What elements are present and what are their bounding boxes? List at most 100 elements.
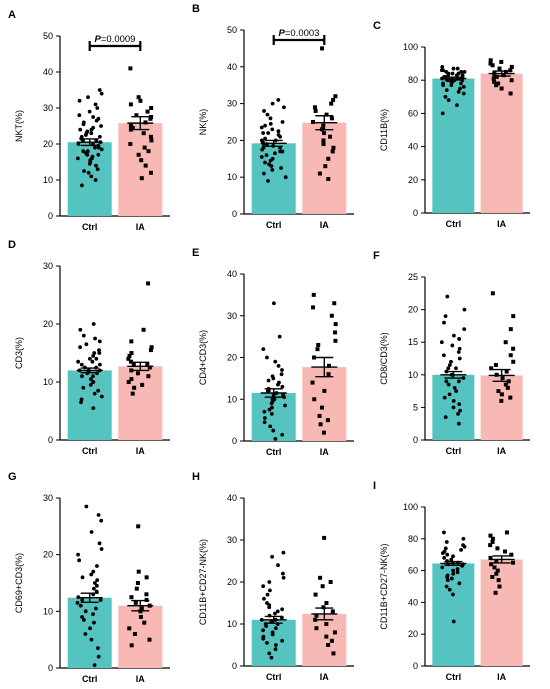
data-point-ia bbox=[126, 380, 131, 384]
data-point-ctrl bbox=[97, 88, 102, 92]
data-point-ctrl bbox=[263, 123, 267, 128]
data-point-ia bbox=[313, 108, 318, 113]
data-point-ctrl bbox=[273, 359, 278, 364]
data-point-ia bbox=[328, 580, 333, 584]
data-point-ctrl bbox=[96, 152, 101, 157]
data-point-ctrl bbox=[443, 314, 448, 319]
data-point-ia bbox=[511, 346, 516, 351]
data-point-ctrl bbox=[449, 359, 453, 364]
data-point-ia bbox=[494, 559, 499, 564]
data-point-ctrl bbox=[85, 129, 90, 134]
panel-letter: I bbox=[373, 480, 376, 492]
data-point-ia bbox=[146, 374, 151, 379]
data-point-ctrl bbox=[94, 583, 99, 588]
data-point-ctrl bbox=[91, 354, 96, 358]
x-tick-label: Ctrl bbox=[446, 219, 462, 229]
data-point-ctrl bbox=[455, 567, 460, 571]
data-point-ctrl bbox=[447, 363, 452, 367]
y-axis-label: CD11B(%) bbox=[379, 109, 389, 151]
data-point-ctrl bbox=[97, 348, 101, 352]
data-point-ctrl bbox=[259, 155, 264, 159]
data-point-ctrl bbox=[86, 170, 91, 175]
y-tick-label: 10 bbox=[227, 619, 237, 629]
data-point-ia bbox=[148, 134, 153, 139]
x-tick-label: IA bbox=[136, 222, 146, 232]
data-point-ia bbox=[324, 112, 329, 117]
data-point-ctrl bbox=[265, 601, 269, 605]
data-point-ctrl bbox=[280, 638, 285, 643]
data-point-ia bbox=[330, 609, 335, 614]
data-point-ctrl bbox=[455, 103, 459, 107]
data-point-ia bbox=[130, 391, 135, 396]
data-point-ia bbox=[129, 351, 134, 355]
data-point-ia bbox=[149, 345, 154, 350]
data-point-ia bbox=[144, 575, 149, 580]
y-tick-label: 15 bbox=[408, 337, 418, 347]
data-point-ctrl bbox=[454, 389, 459, 393]
data-point-ia bbox=[129, 377, 134, 382]
data-point-ia bbox=[132, 632, 137, 636]
data-point-ia bbox=[133, 600, 138, 605]
y-tick-label: 20 bbox=[227, 135, 237, 145]
data-point-ctrl bbox=[83, 632, 88, 636]
data-point-ia bbox=[149, 115, 154, 119]
data-point-ctrl bbox=[273, 611, 277, 616]
data-point-ia bbox=[490, 291, 495, 296]
data-point-ctrl bbox=[88, 626, 92, 631]
bar-ia bbox=[480, 559, 523, 666]
data-point-ia bbox=[492, 79, 497, 84]
bar-ia bbox=[302, 613, 347, 666]
data-point-ctrl bbox=[451, 333, 456, 338]
y-tick-label: 0 bbox=[413, 661, 418, 671]
data-point-ia bbox=[495, 546, 500, 551]
data-point-ctrl bbox=[99, 124, 103, 128]
data-point-ia bbox=[489, 562, 494, 567]
data-point-ia bbox=[322, 388, 327, 393]
data-point-ctrl bbox=[261, 628, 266, 633]
data-point-ctrl bbox=[79, 397, 84, 402]
data-point-ctrl bbox=[446, 366, 451, 371]
data-point-ctrl bbox=[268, 424, 273, 429]
data-point-ctrl bbox=[458, 86, 462, 91]
y-tick-label: 60 bbox=[408, 566, 418, 576]
data-point-ctrl bbox=[81, 333, 86, 338]
data-point-ctrl bbox=[451, 571, 456, 576]
data-point-ctrl bbox=[282, 105, 286, 110]
data-point-ia bbox=[148, 348, 153, 353]
y-tick-label: 40 bbox=[227, 269, 237, 279]
data-point-ctrl bbox=[89, 174, 94, 179]
data-point-ctrl bbox=[451, 398, 456, 403]
data-point-ctrl bbox=[89, 572, 94, 577]
data-point-ctrl bbox=[84, 342, 89, 347]
data-point-ia bbox=[128, 359, 133, 364]
data-point-ctrl bbox=[89, 131, 94, 136]
data-point-ctrl bbox=[91, 586, 96, 591]
y-tick-label: 30 bbox=[43, 261, 53, 271]
data-point-ctrl bbox=[99, 547, 104, 551]
data-point-ctrl bbox=[92, 663, 97, 668]
data-point-ctrl bbox=[89, 637, 94, 642]
data-point-ia bbox=[504, 369, 509, 374]
data-point-ctrl bbox=[276, 132, 281, 137]
data-point-ia bbox=[136, 95, 141, 100]
data-point-ia bbox=[497, 584, 502, 589]
data-point-ia bbox=[494, 571, 499, 576]
bar-ia bbox=[480, 375, 523, 440]
data-point-ctrl bbox=[96, 116, 101, 121]
data-point-ctrl bbox=[447, 392, 452, 397]
panel-a: A NKT(%) 0 10 20 30 40 50 Ctrl IA P=0.0009 bbox=[8, 9, 170, 232]
bar-ia bbox=[480, 73, 523, 213]
data-point-ia bbox=[136, 524, 141, 529]
data-point-ctrl bbox=[92, 581, 97, 585]
data-point-ia bbox=[490, 539, 495, 544]
data-point-ia bbox=[128, 66, 133, 71]
p-value: =0.0003 bbox=[285, 28, 320, 39]
x-tick-label: IA bbox=[497, 219, 507, 229]
data-point-ia bbox=[145, 109, 150, 114]
data-point-ctrl bbox=[272, 151, 277, 156]
data-point-ia bbox=[140, 382, 145, 387]
data-point-ia bbox=[134, 586, 139, 591]
data-point-ia bbox=[326, 363, 331, 368]
data-point-ctrl bbox=[264, 153, 269, 158]
data-point-ia bbox=[310, 380, 315, 385]
